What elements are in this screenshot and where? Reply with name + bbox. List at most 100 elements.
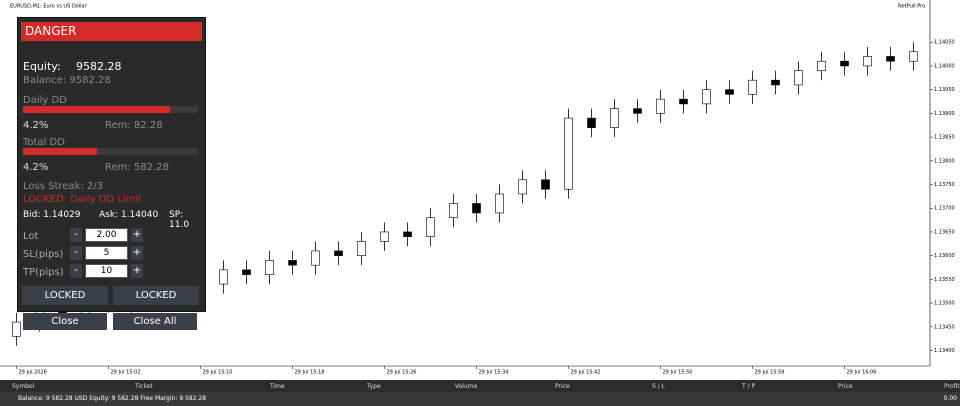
indicator-name: NetPull Pro [898,4,925,10]
input-label: SL(pips) [23,249,64,260]
total-dd-label: Total DD [23,137,65,148]
total-dd-track [23,148,198,155]
candle-body [840,60,849,67]
candle-body [610,108,619,128]
candle-body [564,117,573,190]
locked-reason: LOCKED: Daily DD Limit [23,194,143,205]
account-summary: Balance: 9 582.28 USD Equity: 9 582.28 F… [18,395,207,402]
y-tick-label: 1.13400 [934,348,955,354]
x-tick-label: 29 Jul 15:26 [387,370,417,376]
column-header[interactable]: T / P [742,383,756,390]
column-header[interactable]: Type [367,383,381,390]
column-header[interactable]: Symbol [12,383,35,390]
plus-button[interactable]: + [131,246,143,260]
input-field: 2.00 [85,228,128,242]
inputs: Lot -2.00 + SL(pips) -5 + TP(pips) -10 + [18,228,205,283]
buy-button[interactable]: LOCKED [22,286,108,305]
column-header[interactable]: S / L [652,383,665,390]
candle-body [311,250,320,266]
minus-button[interactable]: - [70,264,82,278]
x-tick-label: 29 Jul 15:50 [663,370,693,376]
x-tick-label: 29 Jul 16:06 [847,370,877,376]
status-header: DANGER [21,22,202,41]
candle-body [12,321,21,337]
column-header[interactable]: Price [555,383,570,390]
candle-body [909,51,918,62]
candle-body [288,260,297,266]
daily-dd-track [23,106,198,113]
y-tick-label: 1.13750 [934,182,955,188]
candle-body [633,108,642,114]
window-title: EURUSD,M1: Euro vs US Dollar [10,4,88,10]
candle-body [219,269,228,285]
candle-body [541,179,550,190]
candle-body [265,260,274,275]
y-tick-label: 1.13950 [934,87,955,93]
candle-body [725,89,734,95]
y-tick-label: 1.13500 [934,301,955,307]
bid: Bid: 1.14029 [23,210,81,220]
daily-dd-label: Daily DD [23,95,67,106]
candle-body [748,79,757,95]
candle-body [817,60,826,71]
candle-body [886,56,895,62]
candle-body [771,79,780,86]
terminal-row [0,392,960,406]
input-label: Lot [23,231,39,242]
y-tick-label: 1.14000 [934,63,955,69]
candle-body [679,98,688,105]
minus-button[interactable]: - [70,246,82,260]
x-tick-label: 29 Jul 15:18 [295,370,325,376]
input-label: TP(pips) [23,267,64,278]
column-header[interactable]: Profit [944,383,960,390]
y-tick-label: 1.13900 [934,111,955,117]
candle-body [495,193,504,214]
candle-body [403,231,412,237]
sell-button[interactable]: LOCKED [113,286,199,305]
ask: Ask: 1.14040 [99,210,159,220]
balance: Balance: 9582.28 [23,75,111,86]
minus-button[interactable]: - [70,228,82,242]
column-header[interactable]: Time [270,383,285,390]
candle-body [380,231,389,242]
y-tick-label: 1.13450 [934,324,955,330]
x-tick-label: 29 Jul 15:58 [755,370,785,376]
candle-body [702,89,711,105]
plus-button[interactable]: + [131,264,143,278]
column-header[interactable]: Price [838,383,853,390]
input-field: 5 [85,246,128,260]
equity-value: 9582.28 [76,60,122,73]
total-dd-fill [23,148,97,155]
y-tick-label: 1.13850 [934,135,955,141]
column-header[interactable]: Volume [455,383,478,390]
candle-body [656,98,665,114]
candle-body [587,117,596,128]
daily-dd-fill [23,106,170,113]
terminal: Balance: 9 582.28 USD Equity: 9 582.28 F… [0,380,960,406]
x-tick-label: 29 Jul 15:42 [571,370,601,376]
daily-dd-rem: Rem: 82.28 [105,120,163,131]
total-dd-percent: 4.2% [23,162,49,173]
equity-label: Equity: [23,60,61,73]
daily-dd-percent: 4.2% [23,120,49,131]
close-button[interactable]: Close [23,313,107,330]
candle-body [357,241,366,256]
y-tick-label: 1.13800 [934,158,955,164]
candle-body [449,203,458,219]
x-tick-label: 29 Jul 15:34 [479,370,509,376]
x-tick-label: 29 Jul 15:02 [111,370,141,376]
candle-body [334,250,343,256]
x-tick-label: 29 Jul 15:10 [203,370,233,376]
spread: SP: 11.0 [169,210,190,230]
risk-panel: DANGER Equity: 9582.28 Balance: 9582.28 … [17,17,206,312]
candle-body [863,56,872,67]
total-profit: 0.00 [943,395,957,402]
column-header[interactable]: Ticket [135,383,153,390]
x-tick-label: 29 Jul 2026 [19,370,47,376]
y-tick-label: 1.14050 [934,40,955,46]
candle-body [472,203,481,214]
plus-button[interactable]: + [131,228,143,242]
y-tick-label: 1.13700 [934,206,955,212]
close-all-button[interactable]: Close All [113,313,197,330]
